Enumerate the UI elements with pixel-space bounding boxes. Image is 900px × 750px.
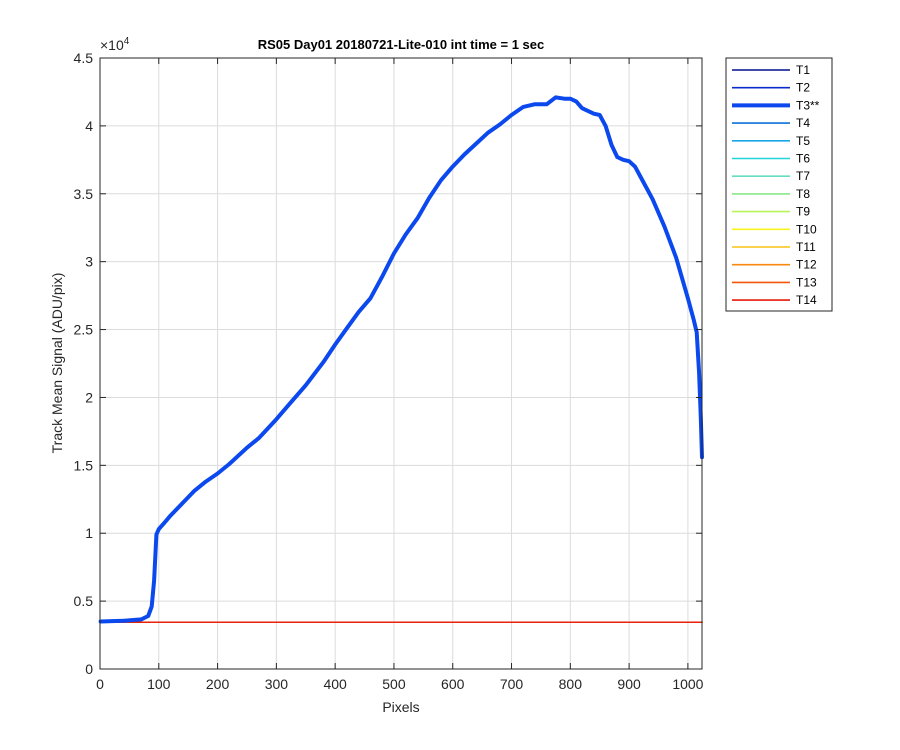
y-axis-label: Track Mean Signal (ADU/pix) xyxy=(49,273,65,454)
y-tick-label: 3.5 xyxy=(74,186,94,202)
y-tick-label: 4.5 xyxy=(74,50,94,66)
x-tick-label: 1000 xyxy=(672,676,703,692)
x-tick-label: 200 xyxy=(206,676,230,692)
plot-frame xyxy=(99,57,703,670)
x-tick-label: 500 xyxy=(382,676,406,692)
legend-label-t3: T3** xyxy=(796,98,820,112)
x-tick-label: 600 xyxy=(441,676,465,692)
legend-label-t13: T13 xyxy=(796,275,817,289)
y-tick-label: 4 xyxy=(85,118,93,134)
tick-labels: 0 100 200 300 400 500 600 700 800 900 1000 0 0.5 1 1.5… xyxy=(74,50,704,692)
legend-label-t10: T10 xyxy=(796,222,817,236)
y-tick-label: 3 xyxy=(85,254,93,270)
legend-label-t6: T6 xyxy=(796,152,810,166)
x-tick-label: 800 xyxy=(559,676,583,692)
x-tick-label: 400 xyxy=(323,676,347,692)
legend-label-t8: T8 xyxy=(796,187,810,201)
y-tick-label: 1.5 xyxy=(74,457,94,473)
legend-label-t7: T7 xyxy=(796,169,810,183)
series-line-t3 xyxy=(98,95,704,624)
x-tick-label: 700 xyxy=(500,676,524,692)
y-tick-label: 2.5 xyxy=(74,322,94,338)
x-tick-label: 0 xyxy=(96,676,104,692)
y-tick-label: 1 xyxy=(85,525,93,541)
x-tick-label: 100 xyxy=(147,676,171,692)
grid-lines xyxy=(100,58,702,669)
legend-label-t5: T5 xyxy=(796,134,810,148)
y-tick-label: 0 xyxy=(85,661,93,677)
x-tick-label: 900 xyxy=(617,676,641,692)
legend-label-t9: T9 xyxy=(796,205,810,219)
legend[interactable]: T1 T2 T3** T4 T5 T6 T7 T8 T9 T10 T11 T12 T13 T14 xyxy=(725,57,833,312)
chart-title: RS05 Day01 20180721-Lite-010 int time = … xyxy=(258,37,545,52)
legend-label-t2: T2 xyxy=(796,81,810,95)
x-axis-label: Pixels xyxy=(382,699,419,715)
series-layer xyxy=(98,95,704,624)
axis-ticks xyxy=(99,57,702,670)
legend-label-t11: T11 xyxy=(796,240,816,254)
x-tick-label: 300 xyxy=(265,676,289,692)
y-tick-label: 2 xyxy=(85,389,93,405)
legend-label-t12: T12 xyxy=(796,258,817,272)
legend-box xyxy=(725,57,833,312)
legend-label-t1: T1 xyxy=(796,63,810,77)
plot-area xyxy=(100,58,702,669)
y-exponent-label: ×104 xyxy=(100,36,130,53)
legend-label-t4: T4 xyxy=(796,116,810,130)
y-tick-label: 0.5 xyxy=(74,593,94,609)
legend-label-t14: T14 xyxy=(796,293,817,307)
